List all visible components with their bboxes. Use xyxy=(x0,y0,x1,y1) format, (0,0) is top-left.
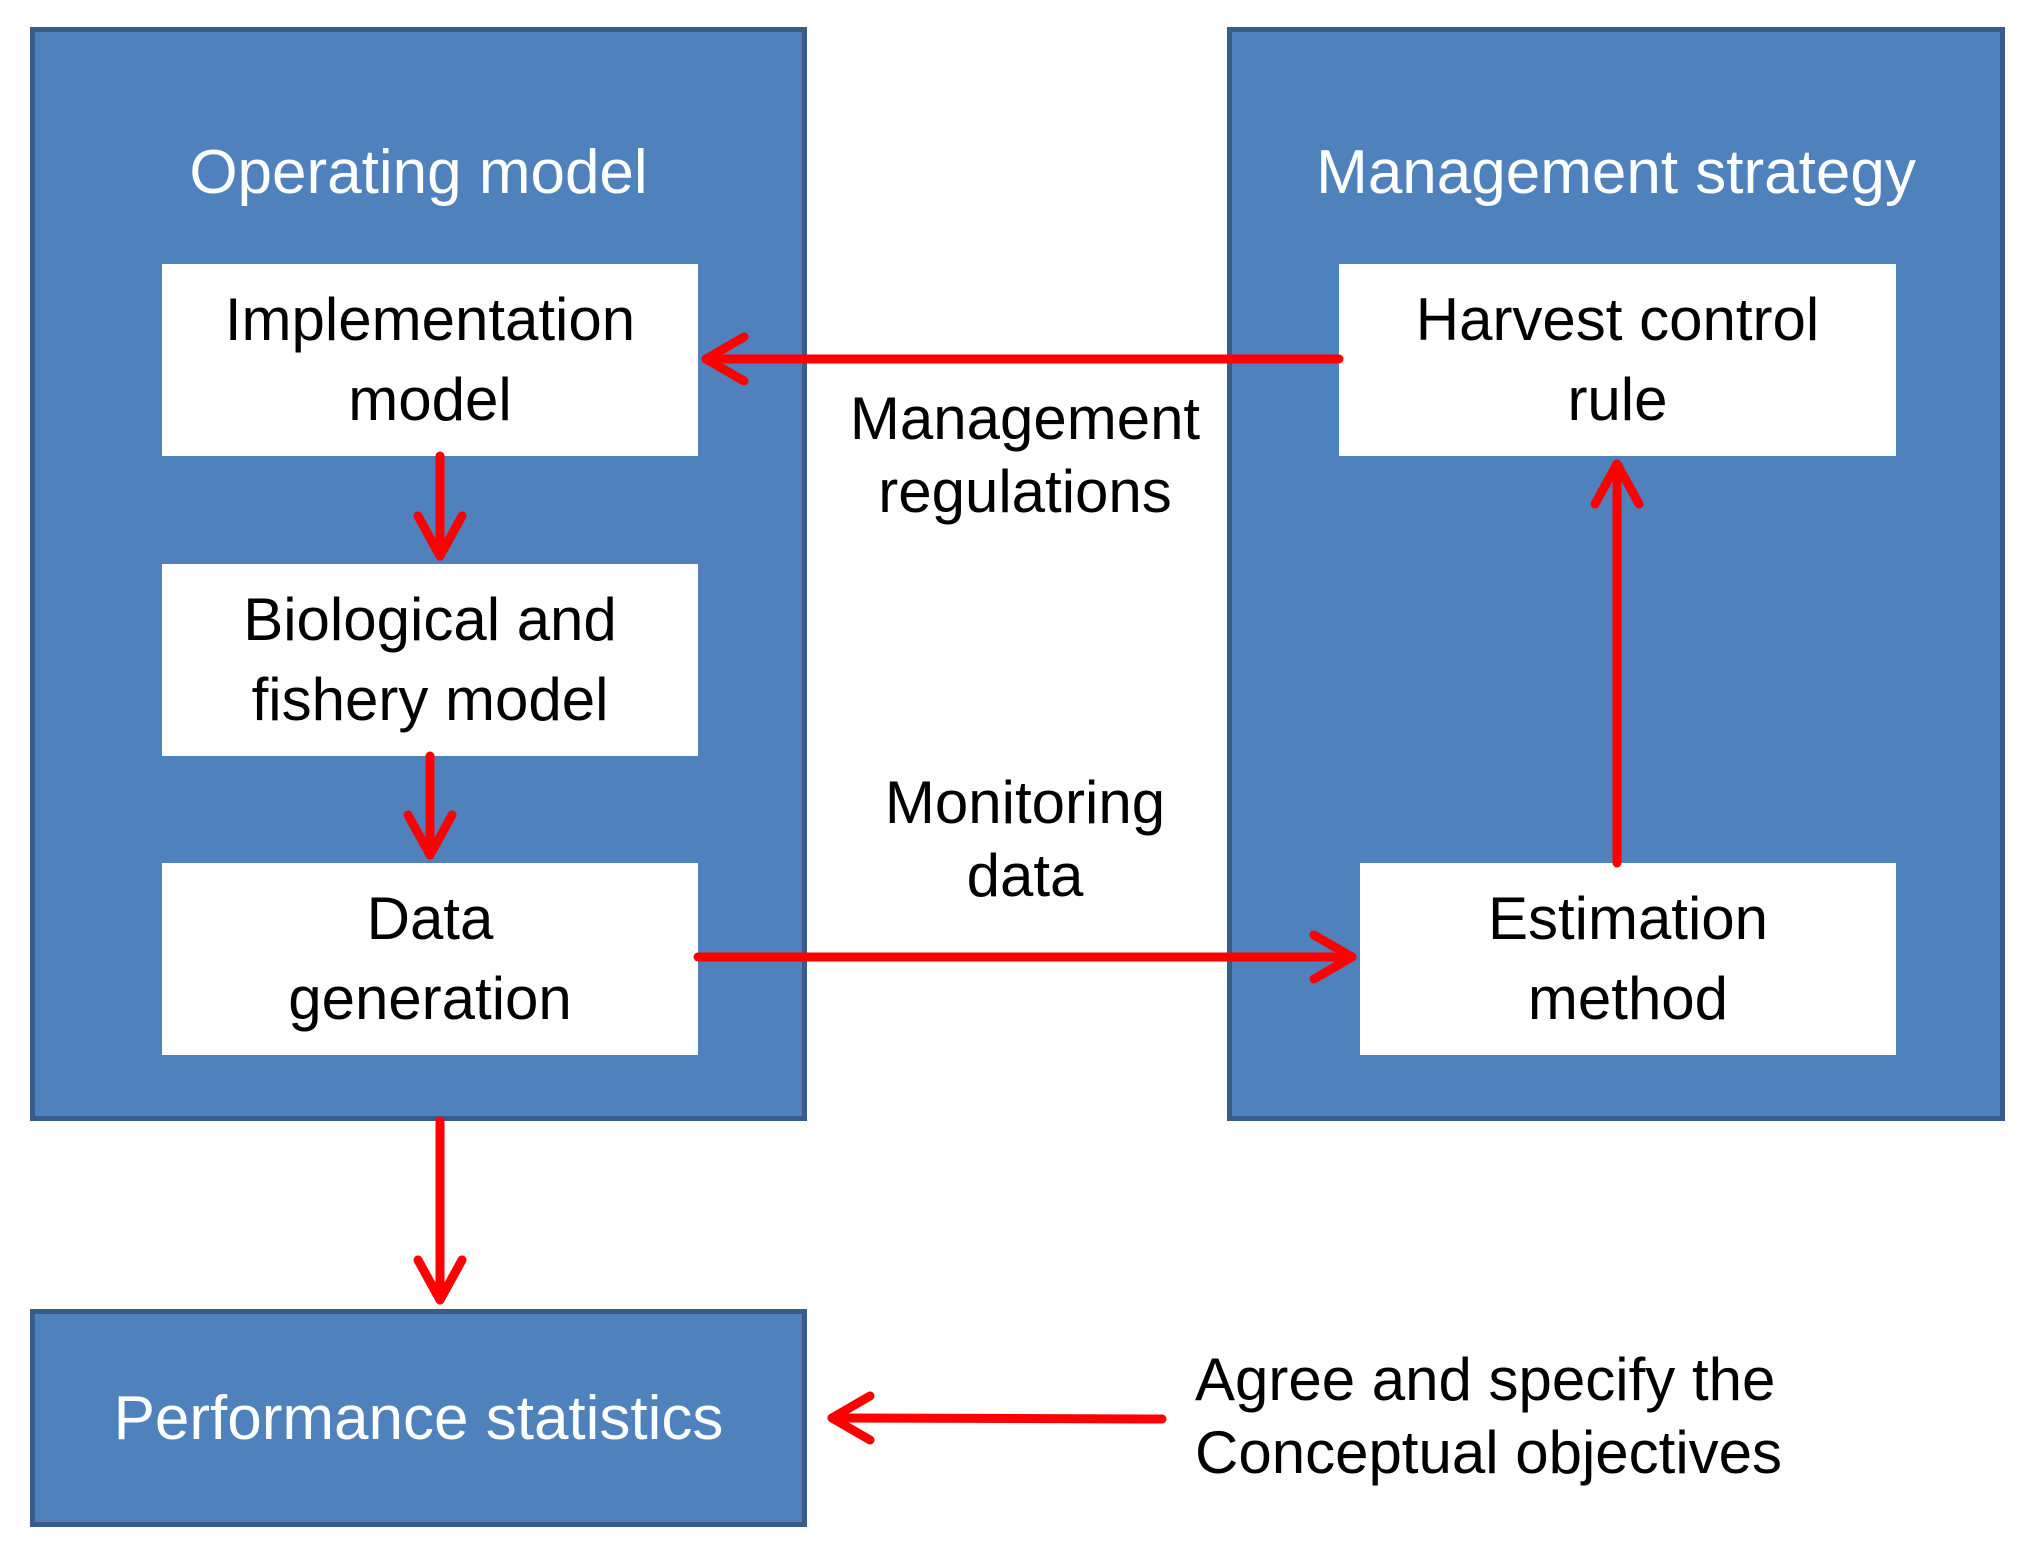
arrow-objectives-to-performance xyxy=(827,1413,1167,1424)
objectives-note: Agree and specify the Conceptual objecti… xyxy=(1195,1346,1783,1486)
estimation-method-node: Estimation method xyxy=(1360,863,1896,1055)
performance-statistics-label: Performance statistics xyxy=(113,1383,724,1453)
arrowhead-operating-to-performance xyxy=(413,1255,467,1305)
arrowhead-objectives-to-performance xyxy=(827,1391,875,1445)
harvest-control-rule-node: Harvest control rule xyxy=(1339,264,1896,456)
implementation-model-label: Implementation model xyxy=(224,286,636,433)
biological-fishery-model-label: Biological and fishery model xyxy=(243,586,617,733)
biological-fishery-model-node: Biological and fishery model xyxy=(162,564,698,756)
harvest-control-rule-label: Harvest control rule xyxy=(1415,286,1820,433)
operating-model-title: Operating model xyxy=(189,138,648,207)
data-generation-label: Data generation xyxy=(288,885,572,1032)
estimation-method-label: Estimation method xyxy=(1487,885,1769,1032)
performance-statistics-box: Performance statistics xyxy=(30,1309,807,1527)
management-strategy-title: Management strategy xyxy=(1316,138,1916,207)
management-regulations-label: Management regulations xyxy=(849,385,1201,525)
data-generation-node: Data generation xyxy=(162,863,698,1055)
implementation-model-node: Implementation model xyxy=(162,264,698,456)
monitoring-data-label: Monitoring data xyxy=(884,769,1166,909)
